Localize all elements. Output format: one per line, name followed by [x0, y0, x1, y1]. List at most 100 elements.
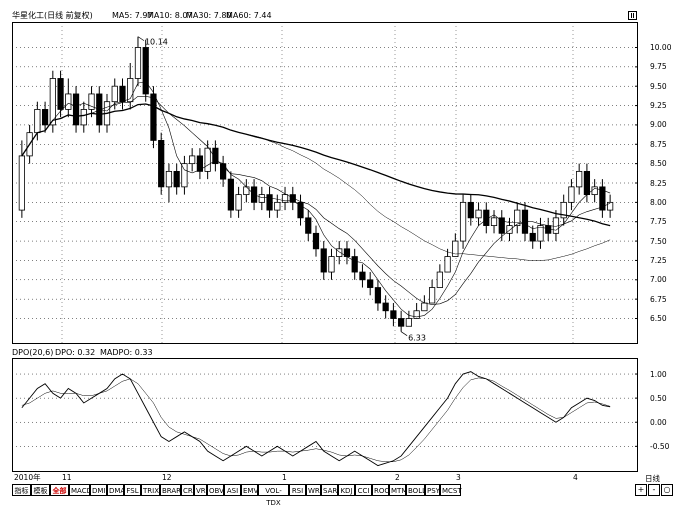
indicator-tab[interactable]: OBV	[207, 484, 224, 496]
candle	[212, 140, 219, 172]
candle	[436, 264, 443, 288]
indicator-tab[interactable]: SAR	[321, 484, 338, 496]
candle	[235, 186, 242, 218]
candle	[545, 217, 552, 242]
indicator-tab[interactable]: CCI	[355, 484, 372, 496]
zoom-in-button[interactable]: +	[635, 484, 647, 496]
candle	[514, 202, 521, 234]
indicator-tab[interactable]: BRAR	[160, 484, 181, 496]
candle	[57, 70, 64, 118]
price-chart[interactable]: 10.14 6.33	[12, 22, 638, 344]
dpo-chart[interactable]	[12, 358, 638, 472]
low-label: 6.33	[408, 334, 426, 343]
candle	[312, 225, 320, 257]
ma5-label: MA5: 7.97	[112, 11, 153, 20]
indicator-tab[interactable]: MTM	[389, 484, 407, 496]
indicator-tab[interactable]: WR	[306, 484, 321, 496]
candle	[158, 132, 165, 195]
candle	[111, 78, 118, 110]
x-label-11: 11	[62, 473, 72, 482]
ma5-line	[21, 81, 611, 318]
indicator-tab[interactable]: ASI	[224, 484, 241, 496]
candle	[181, 155, 188, 195]
indicator-tick-label: 0.50	[650, 393, 667, 403]
indicator-tab[interactable]: CR	[181, 484, 194, 496]
candle	[452, 233, 459, 257]
settings-button[interactable]: ○	[661, 484, 673, 496]
price-tick-label: 8.50	[650, 159, 667, 169]
candle	[72, 86, 80, 133]
indicator-tab[interactable]: MCST	[440, 484, 462, 496]
candle	[343, 241, 351, 265]
indicator-tab[interactable]: PSY	[425, 484, 440, 496]
period-label[interactable]: 日线	[645, 474, 660, 483]
candle	[351, 248, 358, 280]
x-label-1: 1	[282, 473, 287, 482]
indicator-tab[interactable]: ROC	[372, 484, 389, 496]
x-label-4: 4	[573, 473, 578, 482]
price-tick-label: 6.75	[650, 294, 667, 304]
candle	[41, 101, 49, 133]
price-tick-label: 7.25	[650, 255, 667, 265]
candle	[483, 202, 490, 234]
low-marker	[400, 331, 408, 336]
candle	[119, 78, 126, 110]
candle	[374, 279, 382, 311]
price-tick-label: 6.50	[650, 314, 667, 323]
chart-title: 华星化工(日线 前复权)	[12, 11, 93, 20]
price-tick-label: 8.00	[650, 197, 667, 207]
candle	[367, 272, 374, 296]
high-label: 10.14	[145, 38, 168, 47]
candle	[599, 179, 606, 218]
indicator-tab[interactable]: 指标	[12, 484, 31, 496]
indicator-tab[interactable]: 全部	[50, 484, 69, 496]
indicator-tab[interactable]: VR	[194, 484, 207, 496]
candle	[274, 194, 281, 218]
candle	[413, 303, 420, 319]
indicator-tab[interactable]: FSL	[124, 484, 141, 496]
candle	[359, 264, 366, 288]
candle	[220, 155, 227, 187]
indicator-tab[interactable]: KDJ	[338, 484, 355, 496]
price-tick-label: 7.75	[650, 217, 667, 227]
candle	[88, 86, 95, 118]
candle	[490, 210, 498, 234]
candle	[537, 217, 544, 249]
zoom-out-button[interactable]: -	[648, 484, 660, 496]
madpo-value: MADPO: 0.33	[100, 348, 153, 357]
indicator-tab[interactable]: TRIX	[141, 484, 160, 496]
candle	[568, 179, 575, 211]
indicator-tab[interactable]: RSI	[289, 484, 306, 496]
indicator-tab[interactable]: DMI	[90, 484, 107, 496]
price-tick-label: 9.50	[650, 81, 667, 91]
x-label-2010: 2010年	[14, 473, 41, 482]
ma10-label: MA10: 8.07	[147, 11, 193, 20]
candle	[49, 70, 56, 133]
indicator-tab[interactable]: MACD	[69, 484, 92, 496]
candle	[289, 186, 296, 211]
candle	[506, 217, 513, 242]
candle	[305, 210, 312, 242]
candle	[405, 310, 412, 327]
candle	[258, 186, 265, 211]
price-tick-label: 9.75	[650, 62, 667, 72]
price-tick-label: 7.50	[650, 236, 667, 246]
candle	[444, 248, 451, 273]
indicator-tab[interactable]: EMV	[241, 484, 258, 496]
indicator-tab[interactable]: 模板	[31, 484, 50, 496]
candle	[459, 194, 467, 249]
price-tick-label: 8.75	[650, 139, 667, 149]
window-icon[interactable]	[628, 11, 637, 20]
dpo-value: DPO: 0.32	[55, 348, 96, 357]
candle	[196, 148, 204, 180]
x-label-2: 2	[395, 473, 400, 482]
candle	[127, 62, 134, 110]
indicator-tab[interactable]: BOLL	[406, 484, 426, 496]
candle	[328, 248, 335, 280]
ma60-line	[21, 103, 611, 227]
ma60-label: MA60: 7.44	[226, 11, 272, 20]
indicator-tab[interactable]: DMA	[107, 484, 125, 496]
indicator-tab[interactable]: VOL-TDX	[258, 484, 289, 507]
candle	[475, 202, 482, 226]
candle	[165, 163, 173, 203]
